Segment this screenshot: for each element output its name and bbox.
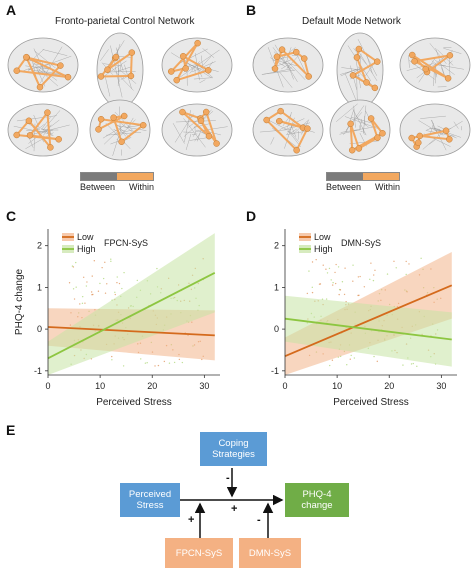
- legend-label-high: High: [77, 244, 96, 254]
- ci-band-high: [48, 233, 215, 375]
- x-tick-label: 20: [384, 381, 394, 391]
- x-tick-label: 0: [282, 381, 287, 391]
- y-tick-label: 2: [274, 241, 279, 251]
- brain-view-icon: [7, 103, 79, 157]
- panel-letter-c: C: [6, 208, 17, 224]
- legend-label-high: High: [314, 244, 333, 254]
- coping-sign: -: [226, 472, 230, 484]
- x-axis-label: Perceived Stress: [333, 397, 409, 408]
- brain-view-icon: [161, 103, 233, 157]
- legend-color-bar: [80, 172, 154, 181]
- legend-label-low: Low: [77, 232, 94, 242]
- fpcn-sys-box: FPCN-SyS: [165, 538, 233, 568]
- perceived-stress-box: Perceived Stress: [120, 483, 180, 517]
- brain-network-images: [7, 32, 471, 161]
- brain-view-icon: [252, 103, 324, 157]
- coping-strategies-box: Coping Strategies: [200, 432, 267, 466]
- panel-letter-b: B: [246, 2, 257, 18]
- fpcn-sign: +: [188, 514, 195, 526]
- legend-between-label: Between: [80, 182, 116, 192]
- brain-view-icon: [7, 37, 79, 93]
- x-tick-label: 10: [95, 381, 105, 391]
- brain-legend-b: Between Within: [326, 172, 400, 192]
- dmn-sign: -: [257, 514, 261, 526]
- legend-color-bar: [326, 172, 400, 181]
- x-tick-label: 20: [147, 381, 157, 391]
- brain-view-icon: [399, 103, 471, 157]
- y-tick-label: 2: [37, 241, 42, 251]
- brain-view-icon: [399, 37, 471, 93]
- y-axis-label: PHQ-4 change: [14, 268, 25, 335]
- brain-view-icon: [252, 37, 324, 93]
- legend-between-label: Between: [326, 182, 362, 192]
- brain-view-icon: [336, 32, 384, 108]
- x-axis-label: Perceived Stress: [96, 397, 172, 408]
- panel-letter-d: D: [246, 208, 257, 224]
- x-tick-label: 0: [45, 381, 50, 391]
- y-tick-label: -1: [34, 366, 42, 376]
- series-line-high: [47, 271, 216, 360]
- brain-view-icon: [329, 99, 391, 161]
- x-tick-label: 30: [436, 381, 446, 391]
- series-line-low: [284, 284, 453, 358]
- series-line-low: [47, 326, 215, 337]
- brain-legend-a: Between Within: [80, 172, 154, 192]
- phq4-change-box: PHQ-4 change: [285, 483, 349, 517]
- fpcn-network-title: Fronto-parietal Control Network: [55, 16, 195, 27]
- dmn-sys-box: DMN-SyS: [239, 538, 301, 568]
- dmn-network-title: Default Mode Network: [302, 16, 401, 27]
- y-tick-label: 1: [274, 282, 279, 292]
- panel-letter-a: A: [6, 2, 17, 18]
- legend-within-label: Within: [128, 182, 154, 192]
- y-tick-label: 0: [37, 324, 42, 334]
- ci-band-high: [285, 295, 452, 367]
- brain-view-icon: [96, 32, 144, 108]
- brain-view-icon: [89, 99, 151, 161]
- series-line-high: [284, 317, 452, 341]
- x-tick-label: 30: [199, 381, 209, 391]
- legend-title: DMN-SyS: [341, 238, 381, 248]
- y-tick-label: 1: [37, 282, 42, 292]
- y-tick-label: 0: [274, 324, 279, 334]
- brain-view-icon: [161, 37, 233, 93]
- y-tick-label: -1: [271, 366, 279, 376]
- legend-within-label: Within: [374, 182, 400, 192]
- panel-letter-e: E: [6, 422, 16, 438]
- legend-label-low: Low: [314, 232, 331, 242]
- diagram-arrows: [180, 468, 284, 538]
- direct-path-sign: +: [231, 503, 238, 515]
- legend-title: FPCN-SyS: [104, 238, 148, 248]
- x-tick-label: 10: [332, 381, 342, 391]
